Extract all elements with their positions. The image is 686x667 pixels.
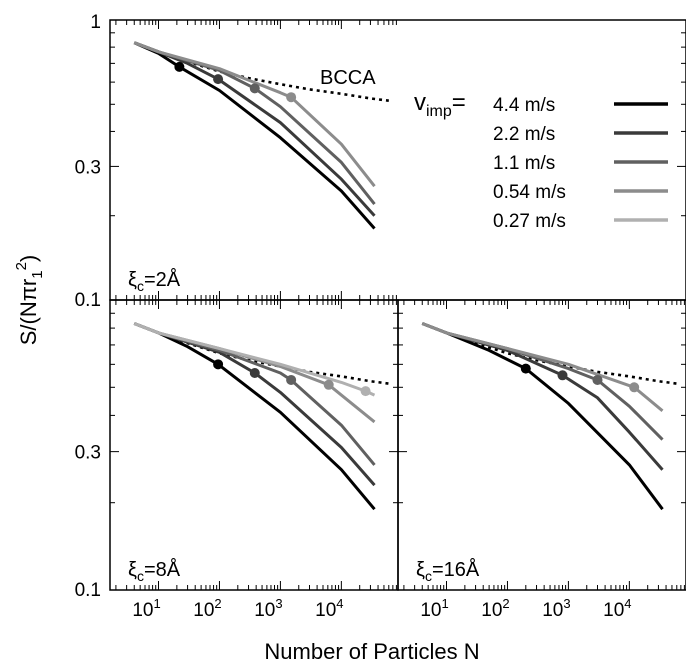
y-axis-label: S/(Nπr12): [13, 255, 46, 346]
y-tick-label: 0.1: [75, 580, 101, 601]
series-marker: [629, 382, 640, 393]
legend-label: 4.4 m/s: [493, 95, 555, 116]
bcca-line: [421, 322, 677, 385]
panel-label-sub: c: [137, 568, 144, 584]
panel-label-main: ξ: [128, 559, 137, 581]
panel-label-tail: =8Å: [144, 558, 181, 581]
series-marker: [286, 374, 297, 385]
panel-frame: [109, 299, 399, 591]
bcca-label: BCCA: [320, 67, 376, 89]
panel-label: ξc=16Å: [416, 558, 480, 584]
x-tick-label: 104: [603, 596, 631, 621]
bcca-line: [133, 41, 389, 102]
panel-label: ξc=2Å: [128, 268, 181, 294]
plot-area: [133, 41, 389, 230]
panel-label-sub: c: [425, 568, 432, 584]
series-marker: [249, 83, 260, 94]
x-tick-label: 101: [420, 596, 448, 621]
axis-text-layer: 101 102 103 104 101 102 103 104 1 0.3 0.3 0.1 0.1 Num…: [13, 12, 632, 664]
x-axis-label: Number of Particles N: [264, 639, 479, 664]
plot-area: [133, 322, 389, 511]
series-line-0-54-m-s: [133, 41, 376, 188]
series-marker: [520, 363, 531, 374]
series-marker: [174, 61, 185, 72]
series-marker: [360, 386, 371, 397]
panel-label-main: ξ: [128, 269, 137, 291]
y-tick-label: 0.3: [75, 443, 101, 464]
panel-label-tail: =16Å: [432, 558, 480, 581]
y-tick-label: 0.3: [75, 157, 101, 178]
legend-label: 2.2 m/s: [493, 124, 555, 145]
x-tick-label: 103: [542, 596, 570, 621]
panel-bottom-right: ξc=16Å: [397, 299, 686, 591]
x-tick-label: 104: [315, 596, 343, 621]
series-marker: [213, 74, 224, 85]
x-tick-label: 101: [132, 596, 160, 621]
panel-top: ξc=2Å BCCA: [109, 19, 686, 301]
series-marker: [286, 92, 297, 103]
series-line-0-54-m-s: [421, 322, 664, 412]
bcca-line: [133, 322, 389, 385]
panel-label-main: ξ: [416, 559, 425, 581]
x-tick-label: 102: [193, 596, 221, 621]
series-line-2-2-m-s: [421, 322, 664, 471]
plot-area: [421, 322, 677, 511]
series-marker: [323, 379, 334, 390]
legend-label: 0.27 m/s: [493, 211, 566, 232]
y-tick-label: 1: [90, 12, 101, 33]
panel-label: ξc=8Å: [128, 558, 181, 584]
legend-label: 0.54 m/s: [493, 182, 566, 203]
series-marker: [592, 374, 603, 385]
series-line-2-2-m-s: [133, 322, 376, 487]
x-tick-label: 103: [254, 596, 282, 621]
y-tick-label: 0.1: [75, 290, 101, 311]
series-marker: [249, 368, 260, 379]
panel-bottom-left: ξc=8Å: [109, 299, 399, 591]
panel-label-tail: =2Å: [144, 268, 181, 291]
series-line-4-4-m-s: [421, 322, 664, 511]
series-marker: [557, 370, 568, 381]
legend: vimp= 4.4 m/s 2.2 m/s 1.1 m/s 0.54 m/s 0.27 m…: [414, 89, 668, 232]
series-line-4-4-m-s: [133, 322, 376, 511]
legend-prefix: vimp=: [414, 89, 466, 120]
series-marker: [213, 359, 224, 370]
panel-label-sub: c: [137, 278, 144, 294]
panel-frame: [397, 299, 686, 591]
legend-label: 1.1 m/s: [493, 153, 555, 174]
x-tick-label: 102: [481, 596, 509, 621]
